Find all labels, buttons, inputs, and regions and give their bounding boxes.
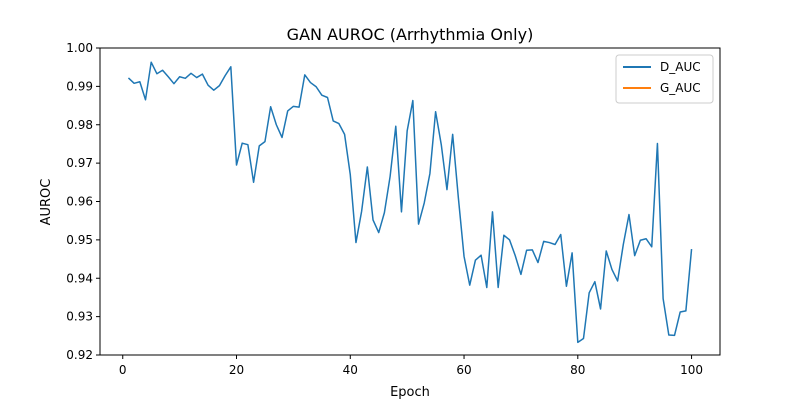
x-axis: 0 20 40 60 80 100 <box>119 355 703 377</box>
y-axis: 0.92 0.93 0.94 0.95 0.96 0.97 0.98 0.99 1.00 <box>66 41 100 362</box>
x-tick-label: 80 <box>570 363 585 377</box>
y-tick-label: 0.96 <box>66 195 93 209</box>
x-tick-label: 20 <box>229 363 244 377</box>
legend-items: D_AUC G_AUC <box>623 60 701 95</box>
x-tick-label: 0 <box>119 363 127 377</box>
x-axis-label: Epoch <box>390 385 430 400</box>
y-tick-label: 0.98 <box>66 118 93 132</box>
y-tick-label: 0.95 <box>66 233 93 247</box>
series-layer <box>127 61 693 344</box>
y-tick-label: 0.94 <box>66 271 93 285</box>
legend: D_AUC G_AUC <box>615 54 714 104</box>
y-tick-label: 0.92 <box>66 348 93 362</box>
y-tick-label: 1.00 <box>66 41 93 55</box>
legend-label-g-auc: G_AUC <box>660 81 701 95</box>
y-tick-label: 0.93 <box>66 310 93 324</box>
x-tick-label: 100 <box>680 363 703 377</box>
series-line-d-auc <box>127 61 693 344</box>
chart-title: GAN AUROC (Arrhythmia Only) <box>287 25 534 44</box>
y-tick-label: 0.97 <box>66 156 93 170</box>
x-tick-label: 40 <box>343 363 358 377</box>
y-tick-label: 0.99 <box>66 79 93 93</box>
x-tick-label: 60 <box>456 363 471 377</box>
y-axis-label: AUROC <box>39 179 54 226</box>
legend-label-d-auc: D_AUC <box>660 60 701 74</box>
